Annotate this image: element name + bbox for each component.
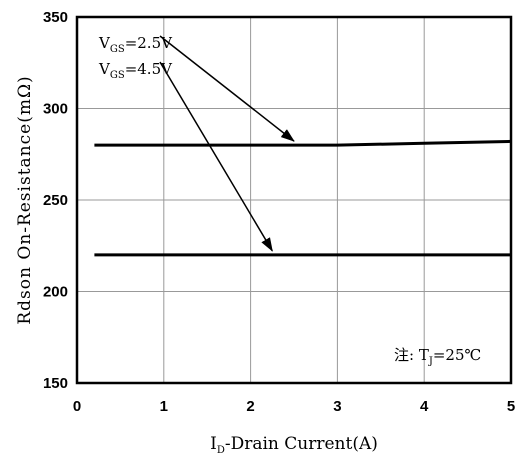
annotation-arrow-1 bbox=[159, 61, 273, 252]
x-tick-labels: 0 1 2 3 4 5 bbox=[73, 398, 515, 415]
y-tick-labels: 150 200 250 300 350 bbox=[43, 9, 68, 392]
annotation-labels: VGS=2.5V VGS=4.5V bbox=[98, 34, 173, 81]
x-tick-label-1: 1 bbox=[160, 398, 168, 415]
x-axis-label: ID-Drain Current(A) bbox=[210, 434, 378, 456]
series-label-1: VGS=4.5V bbox=[98, 60, 173, 81]
x-tick-label-4: 4 bbox=[420, 398, 429, 415]
y-tick-label-3: 300 bbox=[43, 101, 68, 118]
series-line-0 bbox=[94, 139, 512, 147]
x-tick-label-3: 3 bbox=[333, 398, 341, 415]
y-tick-label-1: 200 bbox=[43, 284, 68, 301]
x-tick-label-2: 2 bbox=[246, 398, 254, 415]
plot-frame bbox=[75, 15, 513, 385]
x-tick-label-5: 5 bbox=[507, 398, 515, 415]
annotation-arrows bbox=[159, 35, 295, 252]
annotation-arrow-0 bbox=[159, 35, 295, 142]
series-lines bbox=[94, 139, 512, 257]
y-tick-label-4: 350 bbox=[43, 9, 68, 26]
series-label-0: VGS=2.5V bbox=[98, 34, 173, 55]
y-axis-label: Rdson On-Resistance(mΩ) bbox=[15, 75, 35, 324]
temperature-note: 注: TJ=25℃ bbox=[394, 346, 481, 367]
y-tick-label-2: 250 bbox=[43, 192, 68, 209]
y-tick-label-0: 150 bbox=[43, 375, 68, 392]
x-tick-label-0: 0 bbox=[73, 398, 81, 415]
